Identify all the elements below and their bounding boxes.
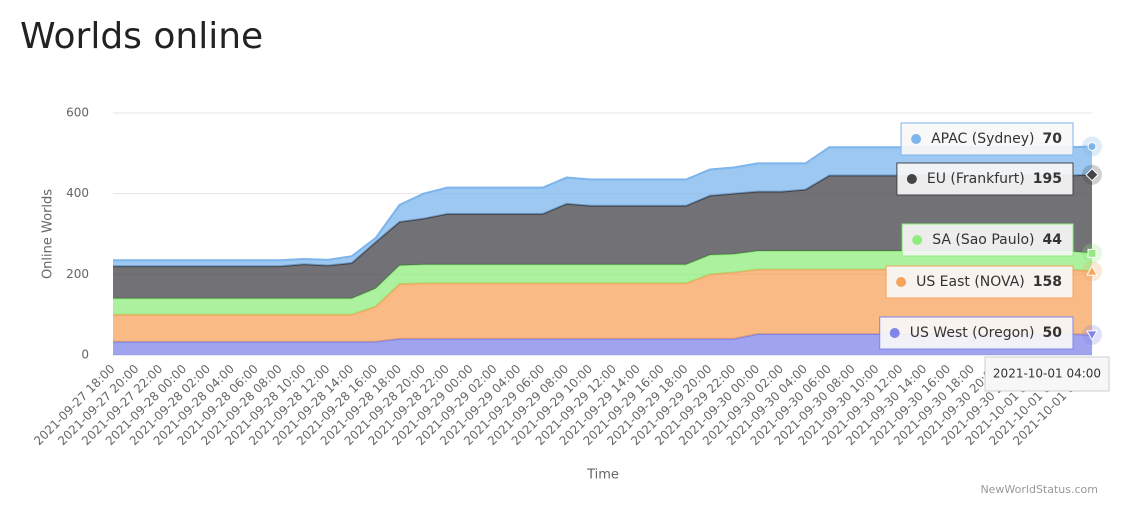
tooltip-label: 44 SA (Sao Paulo): [901, 223, 1074, 257]
date-tooltip-box: [984, 356, 1110, 392]
marker: [1086, 330, 1098, 341]
tooltip-box: [896, 162, 1074, 196]
tooltip-dot: [896, 277, 907, 287]
marker: [1087, 141, 1097, 151]
date-tooltip: 2021-10-01 04:00: [993, 367, 1101, 381]
area: [113, 334, 1092, 355]
tooltip-series-name: US East (NOVA): [916, 274, 1025, 290]
tooltip-value: 70: [1043, 131, 1063, 147]
tooltip-box: [879, 316, 1074, 350]
tooltip-dot: [889, 328, 900, 338]
tooltip-box: [901, 223, 1074, 257]
tooltip-box: [900, 122, 1074, 156]
tooltip-series-name: US West (Oregon): [910, 325, 1035, 341]
y-tick-label: 200: [66, 267, 89, 281]
tooltip-series-name: EU (Frankfurt): [927, 171, 1025, 187]
marker: [1086, 265, 1098, 276]
y-tick-label: 0: [81, 348, 89, 362]
tooltip-value: 158: [1033, 274, 1062, 290]
tooltip-dot: [906, 174, 917, 184]
tooltip-series-name: SA (Sao Paulo): [932, 232, 1034, 248]
tooltip-value: 195: [1033, 171, 1062, 187]
area: [113, 269, 1092, 342]
tooltip-label: 195 EU (Frankfurt): [896, 162, 1074, 196]
tooltip-value: 44: [1043, 232, 1063, 248]
tooltip-series-name: APAC (Sydney): [931, 131, 1034, 147]
chart-title: Worlds online: [20, 16, 263, 57]
area: [113, 174, 1092, 299]
tooltip-value: 50: [1043, 325, 1063, 341]
tooltip-label: 50 US West (Oregon): [879, 316, 1074, 350]
y-axis-title: Online Worlds: [41, 189, 56, 279]
credit: NewWorldStatus.com: [980, 483, 1098, 496]
area: [113, 146, 1092, 267]
tooltip-label: 158 US East (NOVA): [885, 265, 1074, 299]
y-tick-label: 400: [66, 186, 89, 200]
area: [113, 250, 1092, 315]
tooltip-dot: [911, 134, 922, 144]
x-axis-title: Time: [586, 468, 619, 483]
y-tick-label: 600: [66, 106, 89, 120]
tooltip-dot: [912, 235, 923, 245]
marker: [1087, 248, 1097, 258]
marker: [1085, 168, 1099, 182]
tooltip-label: 70 APAC (Sydney): [900, 122, 1074, 156]
tooltip-box: [885, 265, 1074, 299]
